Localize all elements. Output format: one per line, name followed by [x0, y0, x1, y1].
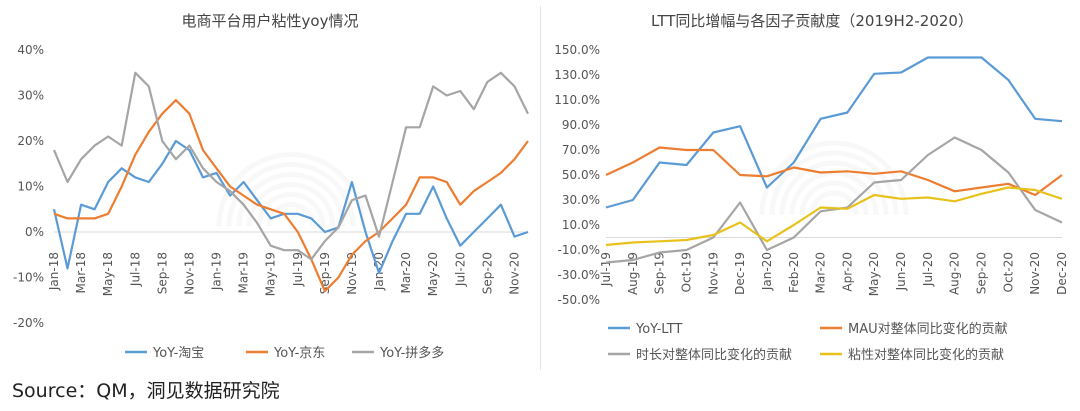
series-line-yoy: [52, 139, 529, 274]
x-tick-label: Sep-19: [318, 252, 332, 294]
series-line-series: [605, 136, 1063, 264]
watermark-arc: [256, 192, 326, 227]
watermark-arc: [759, 140, 909, 216]
x-tick-label: Feb-20: [787, 252, 801, 293]
x-tick-label: Sep-18: [155, 252, 169, 294]
watermark-logo: [759, 140, 909, 216]
x-tick-label: Dec-19: [733, 252, 747, 295]
x-tick-label: Jan-18: [47, 252, 61, 291]
x-tick-label: Jun-20: [894, 252, 908, 291]
x-tick-label: Jan-20: [760, 252, 774, 291]
x-tick-label: Apr-20: [840, 252, 854, 292]
x-tick-label: Nov-20: [1028, 252, 1042, 295]
x-tick-label: May-20: [867, 252, 881, 296]
legend-label: YoY-淘宝: [152, 346, 204, 361]
x-tick-label: May-18: [101, 252, 115, 296]
watermark-arc: [809, 190, 859, 216]
series-line-yoy: [53, 98, 529, 293]
y-tick-label: -50.0%: [558, 293, 600, 307]
x-tick-label: Nov-19: [345, 252, 359, 295]
legend-label: MAU对整体同比变化的贡献: [848, 321, 1008, 337]
watermark-arc: [779, 160, 889, 216]
x-tick-label: Mar-18: [74, 252, 88, 293]
x-tick-label: May-19: [264, 252, 278, 296]
x-tick-label: Nov-19: [706, 252, 720, 295]
x-tick-label: Aug-19: [626, 252, 640, 295]
x-tick-label: Mar-20: [399, 252, 413, 293]
chart-title: LTT同比增幅与各因子贡献度（2019H2-2020）: [651, 12, 973, 30]
y-tick-label: -30.0%: [558, 268, 600, 282]
series-line-yoy-ltt: [605, 56, 1063, 209]
x-tick-label: Sep-20: [975, 252, 989, 294]
x-tick-label: Dec-20: [1055, 252, 1069, 295]
y-tick-label: -20%: [13, 316, 44, 330]
legend-label: YoY-拼多多: [379, 345, 444, 361]
panel-divider: [540, 6, 541, 370]
y-tick-label: 10%: [17, 180, 44, 194]
legend-label: YoY-京东: [273, 346, 325, 361]
y-tick-label: 10.0%: [562, 218, 600, 232]
x-tick-label: Sep-19: [653, 252, 667, 294]
y-tick-label: 130.0%: [554, 68, 600, 82]
x-tick-label: Oct-20: [1001, 252, 1015, 292]
y-tick-label: -10%: [13, 271, 44, 285]
watermark-arc: [769, 150, 899, 216]
series-line-mau: [605, 146, 1063, 197]
x-tick-label: Nov-18: [182, 252, 196, 295]
y-tick-label: 110.0%: [554, 93, 600, 107]
x-tick-label: Jul-19: [291, 252, 305, 287]
y-tick-label: 70.0%: [562, 143, 600, 157]
y-tick-label: 90.0%: [562, 118, 600, 132]
y-tick-label: 30.0%: [562, 193, 600, 207]
y-tick-label: 50.0%: [562, 168, 600, 182]
source-note: Source：QM，洞见数据研究院: [12, 380, 280, 402]
x-tick-label: Jul-19: [599, 252, 613, 287]
ltt-contribution-chart: LTT同比增幅与各因子贡献度（2019H2-2020） 150.0% 130.0% 1…: [554, 12, 1069, 363]
x-tick-label: Jan-19: [210, 252, 224, 291]
y-tick-label: 20%: [17, 134, 44, 148]
series-line-series: [605, 186, 1063, 247]
x-tick-label: Jul-20: [453, 252, 467, 287]
watermark-arc: [246, 182, 336, 227]
x-tick-label: Sep-20: [480, 252, 494, 294]
y-tick-label: -10.0%: [558, 243, 600, 257]
y-tick-label: 30%: [17, 89, 44, 103]
chart-title: 电商平台用户粘性yoy情况: [182, 12, 359, 30]
x-tick-label: Mar-19: [237, 252, 251, 293]
series-line-yoy: [52, 71, 529, 261]
y-tick-label: 150.0%: [554, 43, 600, 57]
x-tick-label: Nov-20: [507, 252, 521, 295]
legend-label: YoY-LTT: [635, 322, 682, 337]
legend-label: 时长对整体同比变化的贡献: [636, 347, 792, 363]
y-tick-label: 40%: [17, 43, 44, 57]
x-tick-label: May-20: [426, 252, 440, 296]
x-tick-label: Jul-18: [128, 252, 142, 287]
x-tick-label: Jul-20: [921, 252, 935, 287]
taobao-jd-pdd-yoy-chart: 电商平台用户粘性yoy情况 40% 30% 20% 10% 0% -10% -20% Jan-1…: [13, 12, 529, 361]
x-tick-label: Oct-19: [679, 252, 693, 292]
x-tick-label: Mar-20: [814, 252, 828, 293]
legend-label: 粘性对整体同比变化的贡献: [848, 347, 1004, 363]
x-tick-label: Aug-20: [948, 252, 962, 295]
y-tick-label: 0%: [25, 225, 44, 239]
